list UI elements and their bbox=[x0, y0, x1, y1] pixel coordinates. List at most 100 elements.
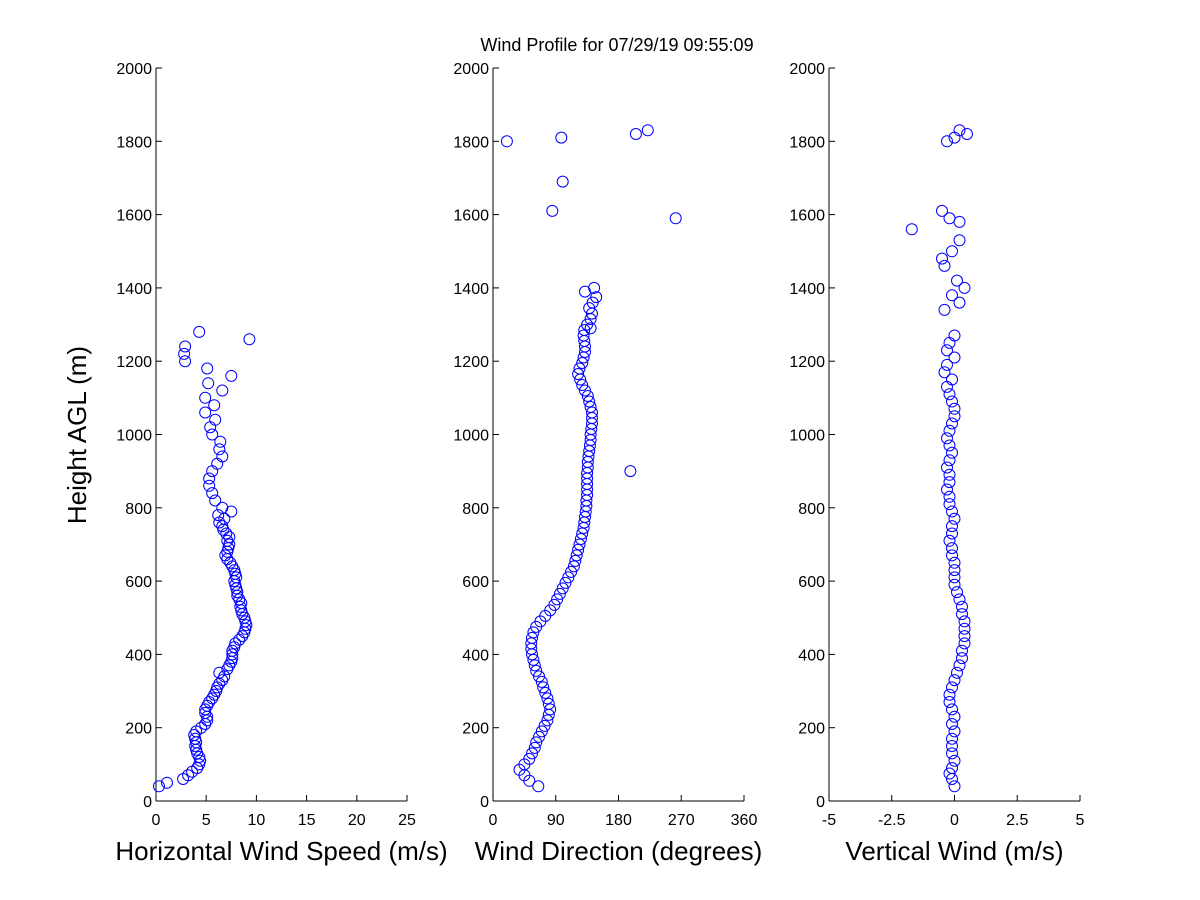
vertical-data-point bbox=[958, 281, 971, 294]
vertical-y-tick-label: 1000 bbox=[789, 428, 825, 445]
speed-data-point bbox=[194, 754, 207, 767]
direction-data-point bbox=[583, 395, 596, 408]
vertical-data-point bbox=[956, 644, 968, 657]
direction-data-point bbox=[526, 631, 538, 644]
direction-data-point bbox=[584, 401, 597, 413]
vertical-data-point bbox=[943, 336, 956, 349]
direction-data-point bbox=[542, 697, 555, 710]
direction-data-point bbox=[541, 714, 554, 727]
speed-data-point bbox=[230, 582, 243, 595]
direction-data-point bbox=[544, 703, 557, 716]
vertical-data-point bbox=[946, 747, 958, 760]
direction-data-point bbox=[629, 128, 642, 140]
speed-y-tick-label: 1400 bbox=[116, 281, 152, 298]
speed-data-point bbox=[190, 736, 203, 749]
vertical-data-point bbox=[943, 688, 956, 701]
vertical-y-tick-label: 800 bbox=[798, 501, 825, 518]
speed-data-point bbox=[182, 769, 195, 782]
direction-panel: 0 200 400 600 800 1000 1200 1400 1600 1800 2000 0 90… bbox=[453, 61, 762, 866]
speed-data-point bbox=[199, 707, 212, 719]
vertical-data-point bbox=[958, 622, 971, 635]
direction-data-point bbox=[590, 291, 603, 304]
direction-y-tick-label: 1400 bbox=[453, 281, 489, 298]
vertical-x-tick-label: -2.5 bbox=[878, 812, 906, 829]
direction-y-tick-label: 1000 bbox=[453, 428, 489, 445]
speed-x-axis-label: Horizontal Wind Speed (m/s) bbox=[115, 836, 447, 866]
speed-data-point bbox=[216, 384, 229, 397]
direction-data-point bbox=[588, 281, 601, 294]
vertical-data-point bbox=[941, 344, 953, 357]
direction-data-point bbox=[535, 675, 548, 688]
vertical-data-point bbox=[946, 520, 958, 533]
vertical-data-point bbox=[936, 204, 948, 217]
speed-data-point bbox=[216, 450, 229, 463]
speed-data-point bbox=[191, 747, 204, 760]
speed-data-point bbox=[153, 780, 165, 793]
direction-x-tick-label: 180 bbox=[605, 812, 632, 829]
speed-y-tick-label: 800 bbox=[125, 501, 152, 518]
vertical-data-point bbox=[948, 131, 961, 144]
speed-y-tick-label: 2000 bbox=[116, 61, 152, 78]
direction-data-point bbox=[537, 681, 550, 694]
direction-y-tick-label: 1800 bbox=[453, 134, 489, 151]
vertical-y-tick-label: 0 bbox=[816, 794, 825, 811]
vertical-data-point bbox=[941, 483, 953, 496]
direction-data-point bbox=[576, 379, 589, 391]
vertical-data-point bbox=[956, 608, 968, 621]
direction-data-point bbox=[526, 747, 538, 760]
vertical-data-point bbox=[953, 659, 966, 672]
vertical-data-point bbox=[943, 498, 956, 511]
speed-y-tick-label: 400 bbox=[125, 647, 152, 664]
vertical-data-point bbox=[958, 630, 971, 643]
speed-data-point bbox=[204, 421, 217, 434]
direction-data-point bbox=[579, 384, 591, 397]
direction-data-point bbox=[567, 560, 580, 573]
vertical-data-point bbox=[936, 252, 948, 265]
vertical-data-point bbox=[948, 402, 961, 415]
direction-x-tick-label: 0 bbox=[489, 812, 498, 829]
direction-data-point bbox=[562, 571, 575, 584]
direction-x-tick-label: 360 bbox=[731, 812, 758, 829]
direction-data-point bbox=[576, 357, 589, 369]
vertical-data-point bbox=[946, 718, 958, 730]
speed-data-point bbox=[240, 619, 253, 632]
vertical-data-point bbox=[938, 366, 951, 379]
speed-data-point bbox=[234, 600, 247, 613]
direction-data-point bbox=[535, 725, 548, 738]
direction-x-tick-label: 90 bbox=[547, 812, 565, 829]
direction-data-point bbox=[530, 736, 543, 749]
vertical-data-point bbox=[946, 740, 958, 752]
speed-y-tick-label: 1200 bbox=[116, 354, 152, 371]
vertical-data-point bbox=[948, 329, 961, 342]
vertical-data-point bbox=[946, 527, 958, 540]
direction-data-point bbox=[565, 565, 578, 578]
direction-data-point bbox=[553, 587, 566, 600]
vertical-data-point bbox=[941, 432, 953, 445]
vertical-data-point bbox=[941, 380, 953, 393]
speed-y-tick-label: 0 bbox=[143, 794, 152, 811]
vertical-data-point bbox=[948, 674, 961, 687]
direction-data-point bbox=[546, 204, 559, 217]
y-axis-label: Height AGL (m) bbox=[62, 346, 92, 524]
speed-data-point bbox=[213, 677, 226, 690]
speed-data-point bbox=[216, 520, 229, 533]
vertical-data-point bbox=[943, 424, 956, 437]
vertical-data-point bbox=[938, 259, 951, 272]
direction-x-tick-label: 270 bbox=[668, 812, 695, 829]
direction-y-tick-label: 200 bbox=[462, 721, 489, 738]
speed-data-point bbox=[236, 608, 249, 621]
vertical-data-point bbox=[943, 696, 956, 708]
speed-data-point bbox=[203, 479, 216, 492]
direction-x-axis-label: Wind Direction (degrees) bbox=[475, 836, 763, 866]
speed-data-point bbox=[209, 413, 222, 426]
speed-y-tick-label: 1800 bbox=[116, 134, 152, 151]
vertical-data-point bbox=[953, 215, 966, 228]
direction-data-point bbox=[586, 406, 598, 419]
speed-data-point bbox=[228, 641, 241, 654]
direction-y-tick-label: 800 bbox=[462, 501, 489, 518]
speed-data-point bbox=[178, 347, 191, 360]
speed-data-point bbox=[223, 531, 236, 544]
direction-data-point bbox=[570, 549, 583, 562]
vertical-x-tick-label: 2.5 bbox=[1006, 812, 1028, 829]
direction-data-point bbox=[548, 598, 561, 611]
